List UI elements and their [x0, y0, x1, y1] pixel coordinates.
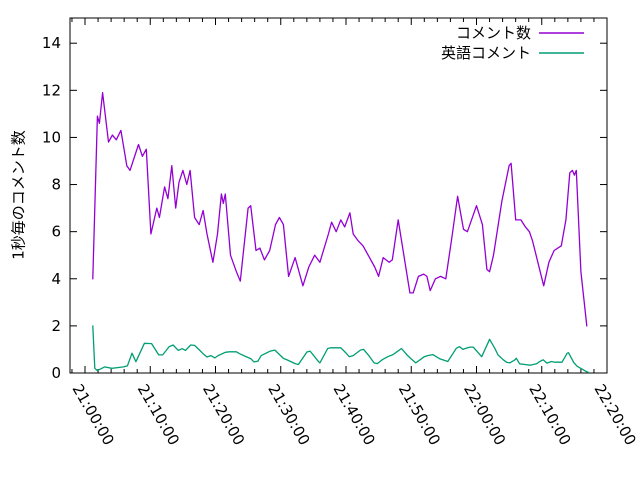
x-tick-label: 21:10:00 [134, 381, 183, 448]
x-tick-label: 22:20:00 [591, 381, 640, 448]
x-tick-label: 21:50:00 [395, 381, 444, 448]
y-tick-label: 4 [51, 270, 61, 288]
series-line-0 [92, 92, 588, 327]
y-tick-label: 8 [51, 176, 61, 194]
x-tick-label: 22:10:00 [525, 381, 574, 448]
y-tick-label: 14 [42, 34, 61, 52]
y-tick-label: 6 [51, 223, 61, 241]
legend-label-0: コメント数 [456, 24, 531, 42]
x-tick-label: 21:30:00 [264, 381, 313, 448]
x-tick-label: 21:00:00 [69, 381, 118, 448]
y-tick-label: 10 [42, 128, 61, 146]
y-axis-title: 1秒毎のコメント数 [9, 130, 28, 260]
series-line-1 [92, 325, 590, 374]
y-tick-label: 0 [51, 364, 61, 382]
legend-label-1: 英語コメント [441, 44, 531, 62]
y-tick-label: 12 [42, 81, 61, 99]
plot-border [69, 17, 608, 374]
x-tick-label: 22:00:00 [460, 381, 509, 448]
x-tick-label: 21:40:00 [330, 381, 379, 448]
y-tick-label: 2 [51, 317, 61, 335]
x-tick-label: 21:20:00 [199, 381, 248, 448]
